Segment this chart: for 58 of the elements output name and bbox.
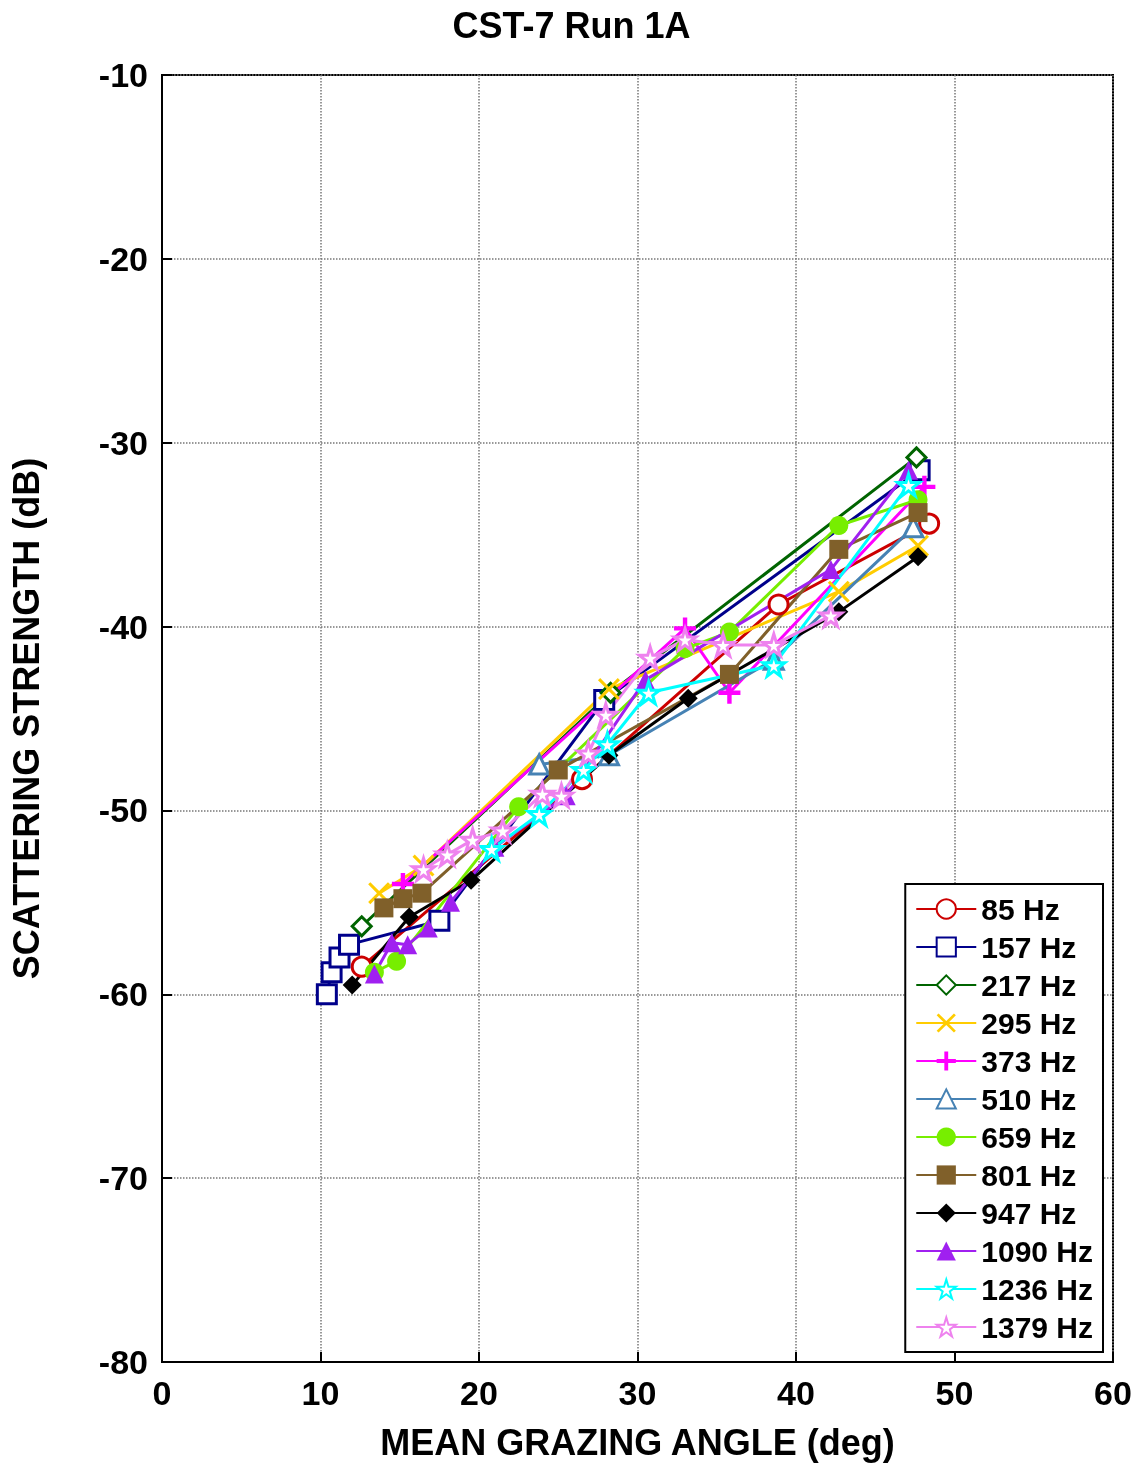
point: [908, 547, 928, 567]
point: [548, 760, 568, 780]
x-tick-label: 20: [460, 1374, 498, 1412]
y-tick-label: -30: [98, 423, 148, 462]
legend-label: 801 Hz: [981, 1158, 1077, 1192]
y-axis-title: SCATTERING STRENGTH (dB): [5, 457, 47, 980]
legend-label: 217 Hz: [981, 968, 1077, 1002]
point: [905, 446, 928, 469]
point: [767, 593, 790, 616]
legend-label: 1379 Hz: [981, 1310, 1094, 1344]
y-tick-label: -10: [98, 56, 148, 94]
x-tick-label: 30: [618, 1374, 657, 1412]
point: [829, 515, 849, 535]
point: [382, 933, 402, 953]
legend-label: 947 Hz: [981, 1196, 1077, 1230]
y-tick-label: -80: [98, 1343, 148, 1381]
x-tick-label: 40: [777, 1374, 815, 1412]
x-tick-label: 50: [935, 1374, 974, 1412]
legend-label: 510 Hz: [981, 1082, 1077, 1116]
point: [338, 933, 361, 956]
point: [412, 883, 432, 903]
legend-label: 659 Hz: [981, 1120, 1077, 1154]
x-axis-title: MEAN GRAZING ANGLE (deg): [380, 1421, 895, 1463]
point: [461, 870, 481, 890]
point: [528, 753, 551, 776]
y-tick-label: -70: [98, 1159, 148, 1198]
point: [374, 898, 394, 918]
x-tick-label: 60: [1094, 1374, 1132, 1412]
point: [719, 664, 739, 684]
point: [440, 892, 460, 912]
point: [829, 539, 849, 559]
point: [827, 580, 850, 603]
point: [350, 915, 373, 938]
legend-label: 1090 Hz: [981, 1234, 1094, 1268]
point: [821, 560, 841, 580]
point: [718, 681, 741, 704]
point: [315, 983, 338, 1006]
point: [678, 688, 698, 708]
x-tick-label: 0: [152, 1374, 172, 1412]
point: [509, 797, 529, 817]
point: [387, 951, 407, 971]
y-tick-label: -40: [98, 607, 148, 646]
y-tick-label: -60: [98, 975, 148, 1014]
chart-title: CST-7 Run 1A: [452, 4, 691, 46]
y-tick-label: -20: [98, 239, 148, 278]
point: [393, 889, 413, 909]
legend-label: 373 Hz: [981, 1044, 1077, 1078]
y-tick-label: -50: [98, 791, 148, 830]
point: [399, 907, 419, 927]
point: [908, 503, 928, 523]
legend-label: 295 Hz: [981, 1006, 1077, 1040]
legend-label: 85 Hz: [981, 892, 1060, 926]
point: [342, 975, 362, 995]
point: [418, 918, 438, 938]
legend-label: 157 Hz: [981, 930, 1077, 964]
x-tick-label: 10: [301, 1374, 340, 1412]
legend-label: 1236 Hz: [981, 1272, 1094, 1306]
point: [398, 935, 418, 955]
